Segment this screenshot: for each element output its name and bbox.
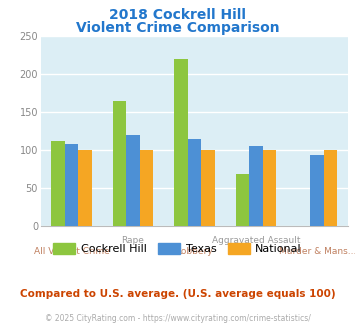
Text: Murder & Mans...: Murder & Mans...: [279, 248, 355, 256]
Text: All Violent Crime: All Violent Crime: [34, 248, 109, 256]
Text: Violent Crime Comparison: Violent Crime Comparison: [76, 21, 279, 35]
Text: 2018 Cockrell Hill: 2018 Cockrell Hill: [109, 8, 246, 22]
Bar: [65, 144, 78, 226]
Bar: [324, 150, 338, 226]
Bar: [310, 155, 324, 226]
Legend: Cockrell Hill, Texas, National: Cockrell Hill, Texas, National: [49, 239, 306, 258]
Bar: [187, 139, 201, 226]
Text: Aggravated Assault: Aggravated Assault: [212, 236, 300, 245]
Bar: [174, 59, 187, 226]
Text: Compared to U.S. average. (U.S. average equals 100): Compared to U.S. average. (U.S. average …: [20, 289, 335, 299]
Text: Rape: Rape: [121, 236, 144, 245]
Bar: [201, 150, 215, 226]
Text: Robbery: Robbery: [176, 248, 213, 256]
Bar: [140, 150, 153, 226]
Bar: [113, 101, 126, 226]
Bar: [249, 147, 263, 226]
Text: © 2025 CityRating.com - https://www.cityrating.com/crime-statistics/: © 2025 CityRating.com - https://www.city…: [45, 314, 310, 323]
Bar: [51, 141, 65, 226]
Bar: [235, 175, 249, 226]
Bar: [78, 150, 92, 226]
Bar: [126, 135, 140, 226]
Bar: [263, 150, 276, 226]
